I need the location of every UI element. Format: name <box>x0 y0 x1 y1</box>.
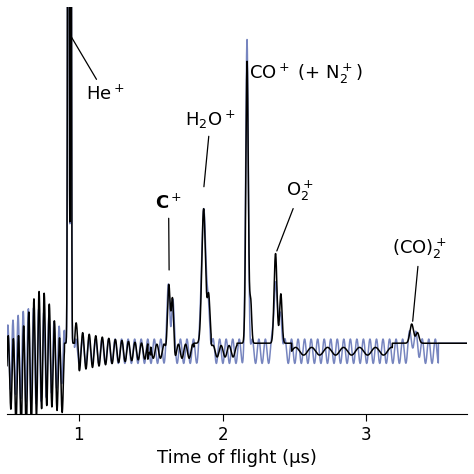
Text: O$_2^+$: O$_2^+$ <box>277 179 314 251</box>
Text: (CO)$_2^+$: (CO)$_2^+$ <box>392 237 447 321</box>
Text: CO$^+$ (+ N$_2^+$): CO$^+$ (+ N$_2^+$) <box>248 62 362 86</box>
Text: He$^+$: He$^+$ <box>70 35 125 104</box>
Text: $\mathbf{C}^+$: $\mathbf{C}^+$ <box>155 193 182 270</box>
Text: H$_2$O$^+$: H$_2$O$^+$ <box>185 109 236 187</box>
X-axis label: Time of flight (μs): Time of flight (μs) <box>157 449 317 467</box>
